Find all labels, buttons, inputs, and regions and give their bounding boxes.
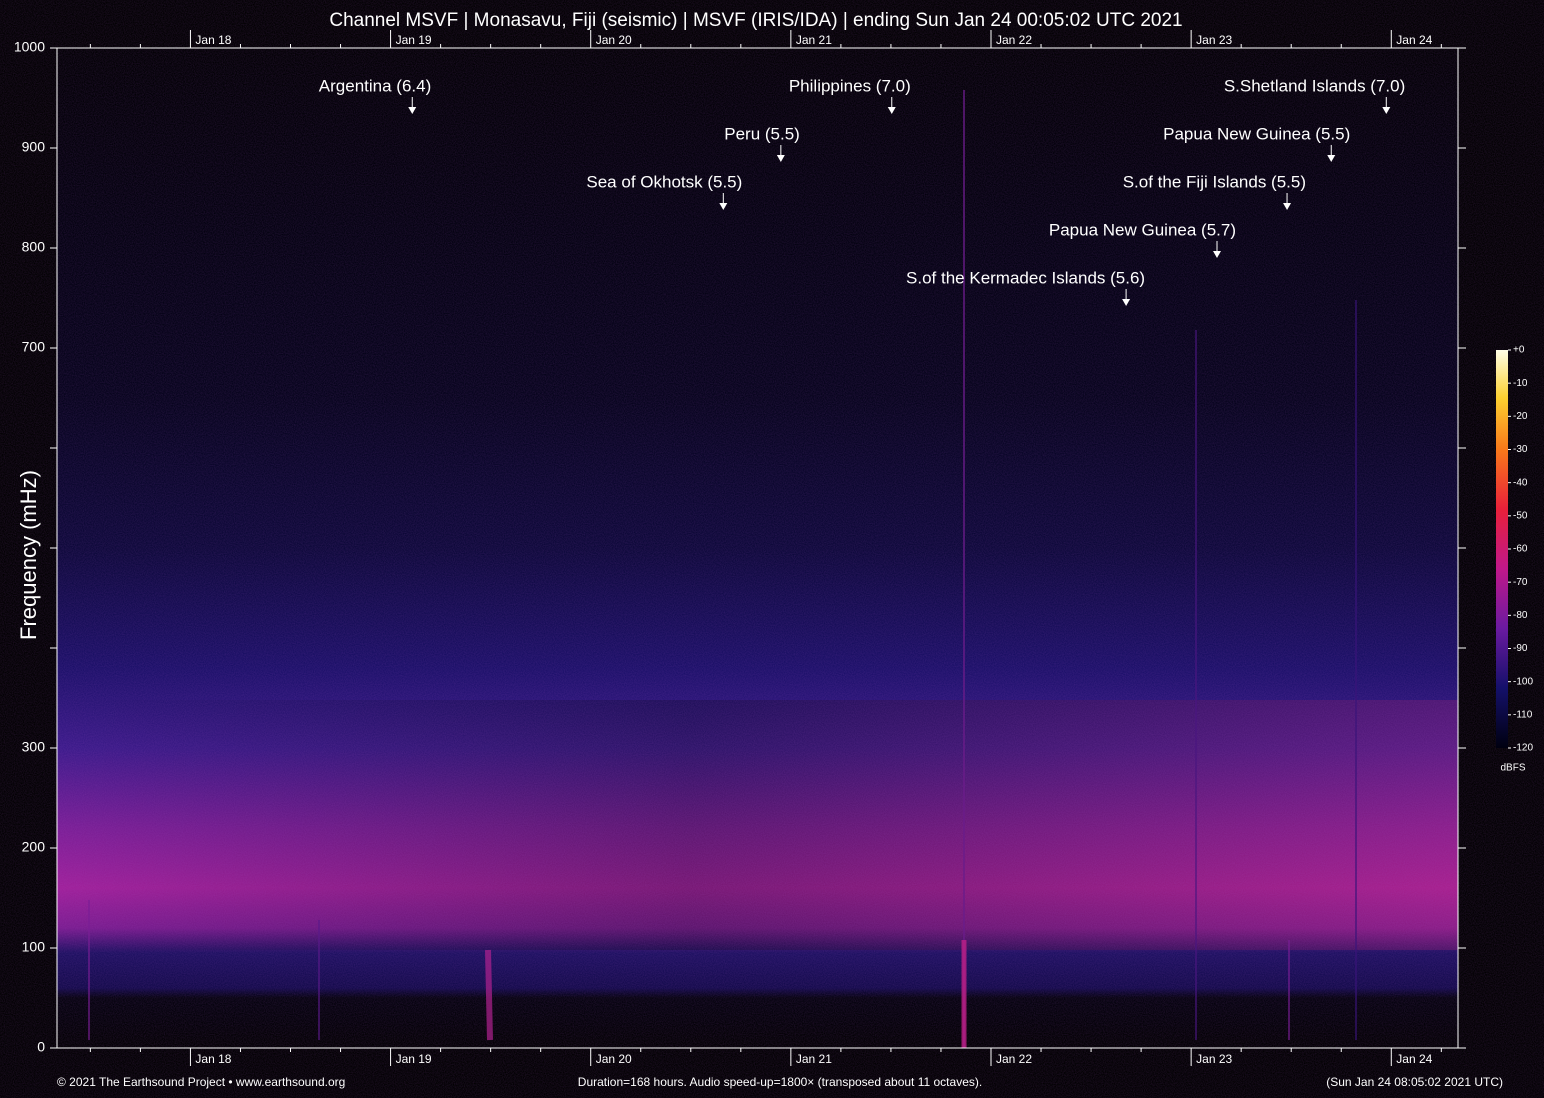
annotation-label: Papua New Guinea (5.7) [1049, 220, 1236, 239]
x-tick-label-top: Jan 21 [796, 33, 832, 47]
y-tick-label: 300 [22, 739, 46, 755]
chart-title: Channel MSVF | Monasavu, Fiji (seismic) … [329, 10, 1182, 31]
annotation-arrow [1327, 155, 1336, 162]
colorbar-tick-label: -50 [1513, 510, 1528, 521]
colorbar-tick-label: -60 [1513, 544, 1528, 555]
x-tick-label: Jan 21 [796, 1052, 832, 1066]
y-tick-label: 900 [22, 139, 46, 155]
annotation-label: Argentina (6.4) [319, 76, 431, 95]
annotation-label: S.of the Kermadec Islands (5.6) [906, 268, 1145, 287]
x-tick-label-top: Jan 23 [1196, 33, 1232, 47]
spectrogram [57, 48, 1458, 1048]
annotation-label: Papua New Guinea (5.5) [1163, 124, 1350, 143]
event-streaks [88, 90, 1357, 1048]
streak [485, 949, 493, 1041]
annotation-arrow [1283, 203, 1292, 210]
footer-center: Duration=168 hours. Audio speed-up=1800×… [578, 1075, 982, 1089]
annotation-arrow [1382, 107, 1391, 114]
y-tick-label: 100 [22, 939, 46, 955]
colorbar-unit: dBFS [1500, 763, 1525, 774]
annotation-arrow [887, 107, 896, 114]
colorbar-tick-label: -120 [1513, 743, 1533, 754]
x-tick-label: Jan 19 [396, 1052, 432, 1066]
annotation-arrow [1212, 251, 1221, 258]
colorbar [1496, 350, 1508, 748]
colorbar-tick-label: -40 [1513, 477, 1528, 488]
x-tick-label-top: Jan 19 [396, 33, 432, 47]
colorbar-tick-label: -20 [1513, 411, 1528, 422]
x-tick-label-top: Jan 24 [1396, 33, 1432, 47]
annotation-label: Peru (5.5) [724, 124, 800, 143]
annotation-label: S.Shetland Islands (7.0) [1224, 76, 1405, 95]
x-tick-label: Jan 23 [1196, 1052, 1232, 1066]
footer-left: © 2021 The Earthsound Project • www.eart… [57, 1075, 345, 1089]
colorbar-tick-label: -30 [1513, 444, 1528, 455]
footer-right: (Sun Jan 24 08:05:02 2021 UTC) [1326, 1075, 1503, 1089]
annotation-label: Philippines (7.0) [789, 76, 911, 95]
x-tick-label-top: Jan 20 [596, 33, 632, 47]
spectrogram-noise [57, 48, 1458, 1048]
colorbar-tick-label: +0 [1513, 345, 1525, 356]
x-tick-label-top: Jan 18 [195, 33, 231, 47]
colorbar-tick-label: -90 [1513, 643, 1528, 654]
y-tick-label: 200 [22, 839, 46, 855]
annotation-label: S.of the Fiji Islands (5.5) [1123, 172, 1306, 191]
x-tick-label: Jan 24 [1396, 1052, 1432, 1066]
y-tick-label: 0 [37, 1039, 45, 1055]
x-tick-label: Jan 22 [996, 1052, 1032, 1066]
colorbar-tick-label: -80 [1513, 610, 1528, 621]
x-tick-label-top: Jan 22 [996, 33, 1032, 47]
x-tick-label: Jan 18 [195, 1052, 231, 1066]
colorbar-tick-label: -100 [1513, 676, 1533, 687]
annotation-arrow [776, 155, 785, 162]
x-tick-label: Jan 20 [596, 1052, 632, 1066]
annotation-label: Sea of Okhotsk (5.5) [586, 172, 742, 191]
y-tick-label: 800 [22, 239, 46, 255]
y-tick-label: 700 [22, 339, 46, 355]
annotation-arrow [1122, 299, 1131, 306]
y-axis-label: Frequency (mHz) [16, 470, 41, 640]
colorbar-tick-label: -10 [1513, 378, 1528, 389]
colorbar-tick-label: -110 [1513, 709, 1533, 720]
y-tick-label: 1000 [14, 39, 45, 55]
annotation-arrow [408, 107, 417, 114]
annotation-arrow [719, 203, 728, 210]
colorbar-tick-label: -70 [1513, 577, 1528, 588]
